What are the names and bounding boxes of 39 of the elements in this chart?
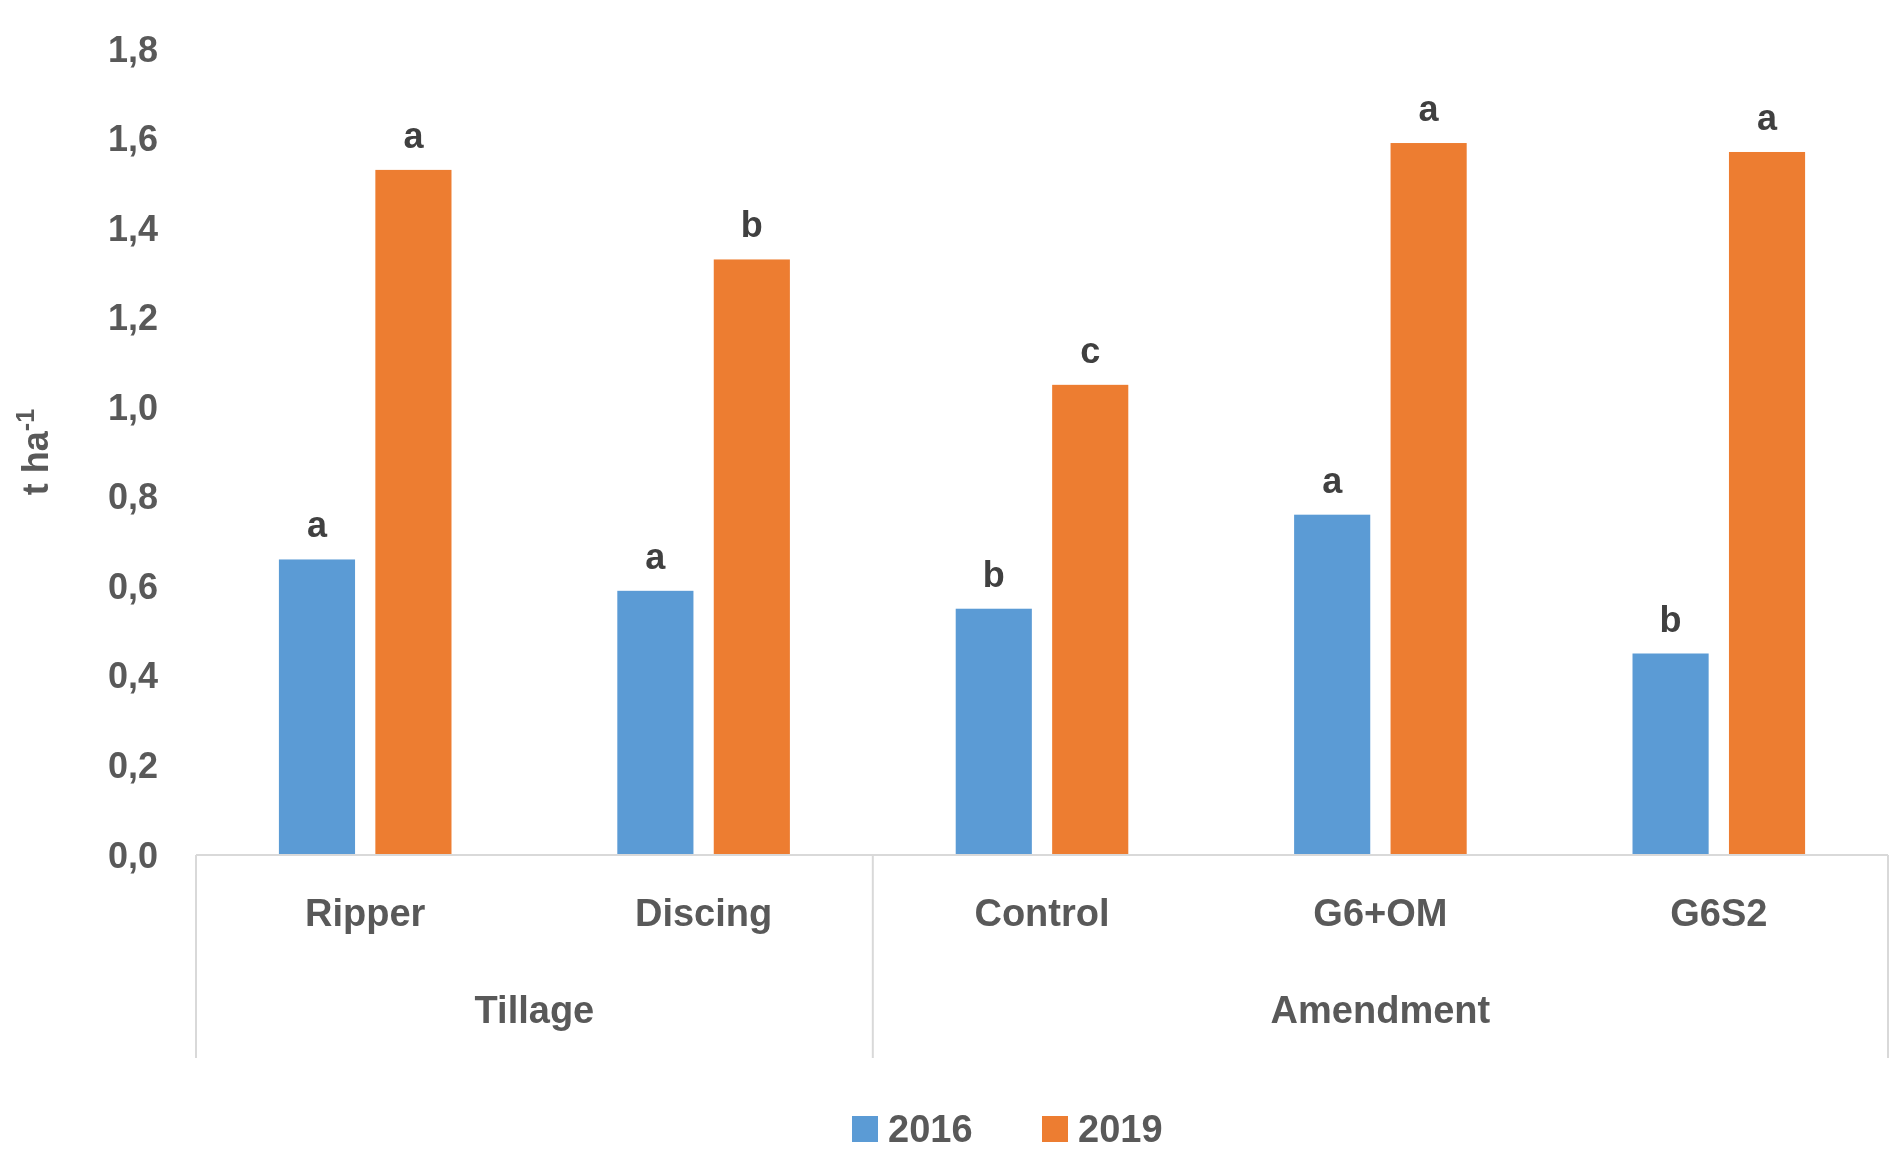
y-tick-label: 0,2 <box>107 745 158 787</box>
data-label: a <box>1322 459 1344 501</box>
y-tick-label: 1,8 <box>107 28 158 70</box>
data-label: a <box>403 114 425 156</box>
x-tick-label: G6+OM <box>1313 892 1448 934</box>
data-label: a <box>1418 88 1440 130</box>
bar <box>1390 143 1467 855</box>
text: Tillage <box>474 989 595 1031</box>
data-label: b <box>982 553 1005 595</box>
bar <box>955 608 1032 855</box>
legend-label: 2016 <box>888 1108 973 1151</box>
y-tick-label: 1,2 <box>107 297 158 339</box>
bar <box>1728 151 1806 855</box>
bar <box>1294 514 1371 855</box>
bar <box>713 259 790 855</box>
data-label: a <box>1757 96 1779 138</box>
y-tick-label: 1,6 <box>107 118 158 160</box>
data-label: a <box>645 535 667 577</box>
data-label: a <box>306 504 328 546</box>
x-tick-label: Discing <box>634 892 773 934</box>
bar <box>617 590 694 855</box>
x-tick-label: G6S2 <box>1670 892 1768 934</box>
y-tick-label: 0,0 <box>107 834 158 876</box>
y-tick-label: 0,8 <box>107 476 158 518</box>
data-label: c <box>1080 329 1101 371</box>
bar <box>1052 384 1129 855</box>
bar <box>375 169 452 855</box>
bar <box>278 559 356 855</box>
data-label: b <box>1659 598 1682 640</box>
bar <box>1632 653 1709 855</box>
x-tick-label: Ripper <box>305 892 426 934</box>
legend-label: 2019 <box>1078 1108 1163 1151</box>
x-tick-label: Control <box>974 892 1110 934</box>
y-tick-label: 0,6 <box>107 565 158 607</box>
y-tick-label: 1,0 <box>107 386 158 428</box>
y-tick-label: 1,4 <box>107 207 158 249</box>
text: Amendment <box>1270 989 1491 1031</box>
data-label: b <box>740 204 763 246</box>
y-tick-label: 0,4 <box>107 655 158 697</box>
